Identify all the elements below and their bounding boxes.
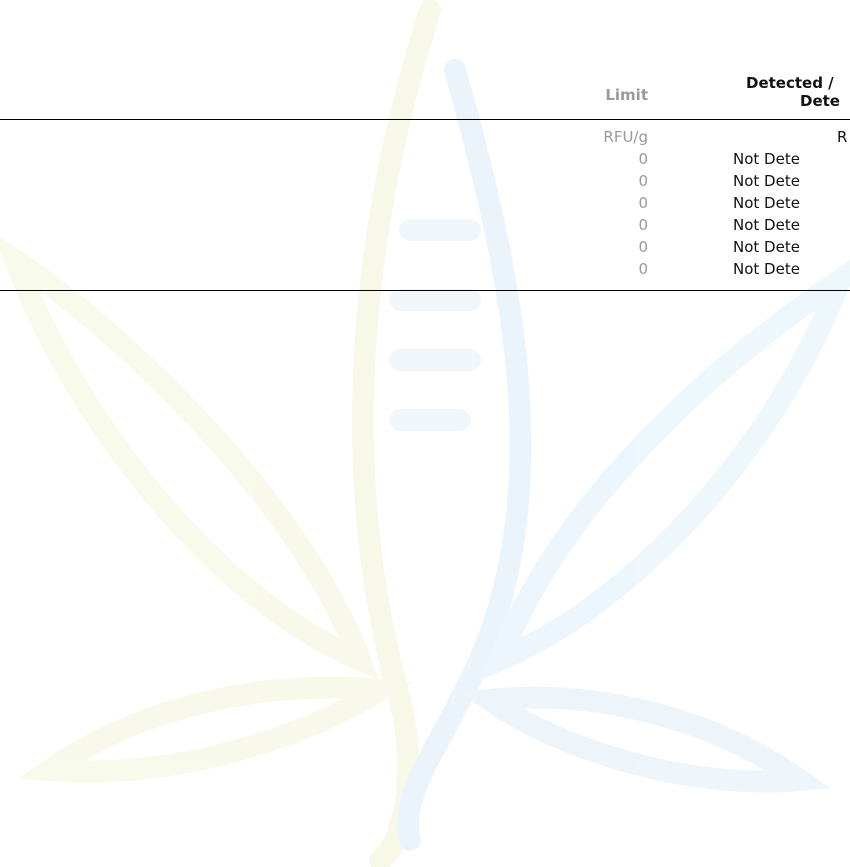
leaf-stem xyxy=(397,59,532,851)
result-cell: Not Dete xyxy=(733,260,800,278)
leaf-stem xyxy=(351,0,441,867)
result-header: Dete xyxy=(800,92,840,110)
limit-cell: 0 xyxy=(638,172,648,190)
limit-cell: 0 xyxy=(638,216,648,234)
result-cell: Not Dete xyxy=(733,216,800,234)
limit-cell: 0 xyxy=(638,260,648,278)
leaf xyxy=(460,686,831,793)
table-top-rule xyxy=(0,119,850,120)
leaf xyxy=(0,236,380,681)
result-cell: Not Dete xyxy=(733,194,800,212)
rungs xyxy=(389,219,481,431)
leaf xyxy=(18,676,414,783)
result-cell: Not Dete xyxy=(733,238,800,256)
result-cell: R xyxy=(837,128,848,146)
leaf xyxy=(480,260,850,681)
limit-header: Limit xyxy=(605,86,648,104)
result-cell: Not Dete xyxy=(733,150,800,168)
limit-cell: 0 xyxy=(638,194,648,212)
result-cell: Not Dete xyxy=(733,172,800,190)
limit-cell: 0 xyxy=(638,238,648,256)
limit-cell: 0 xyxy=(638,150,648,168)
limit-cell: RFU/g xyxy=(603,128,648,146)
result-header: Detected / xyxy=(746,74,834,92)
table-bottom-rule xyxy=(0,290,850,291)
